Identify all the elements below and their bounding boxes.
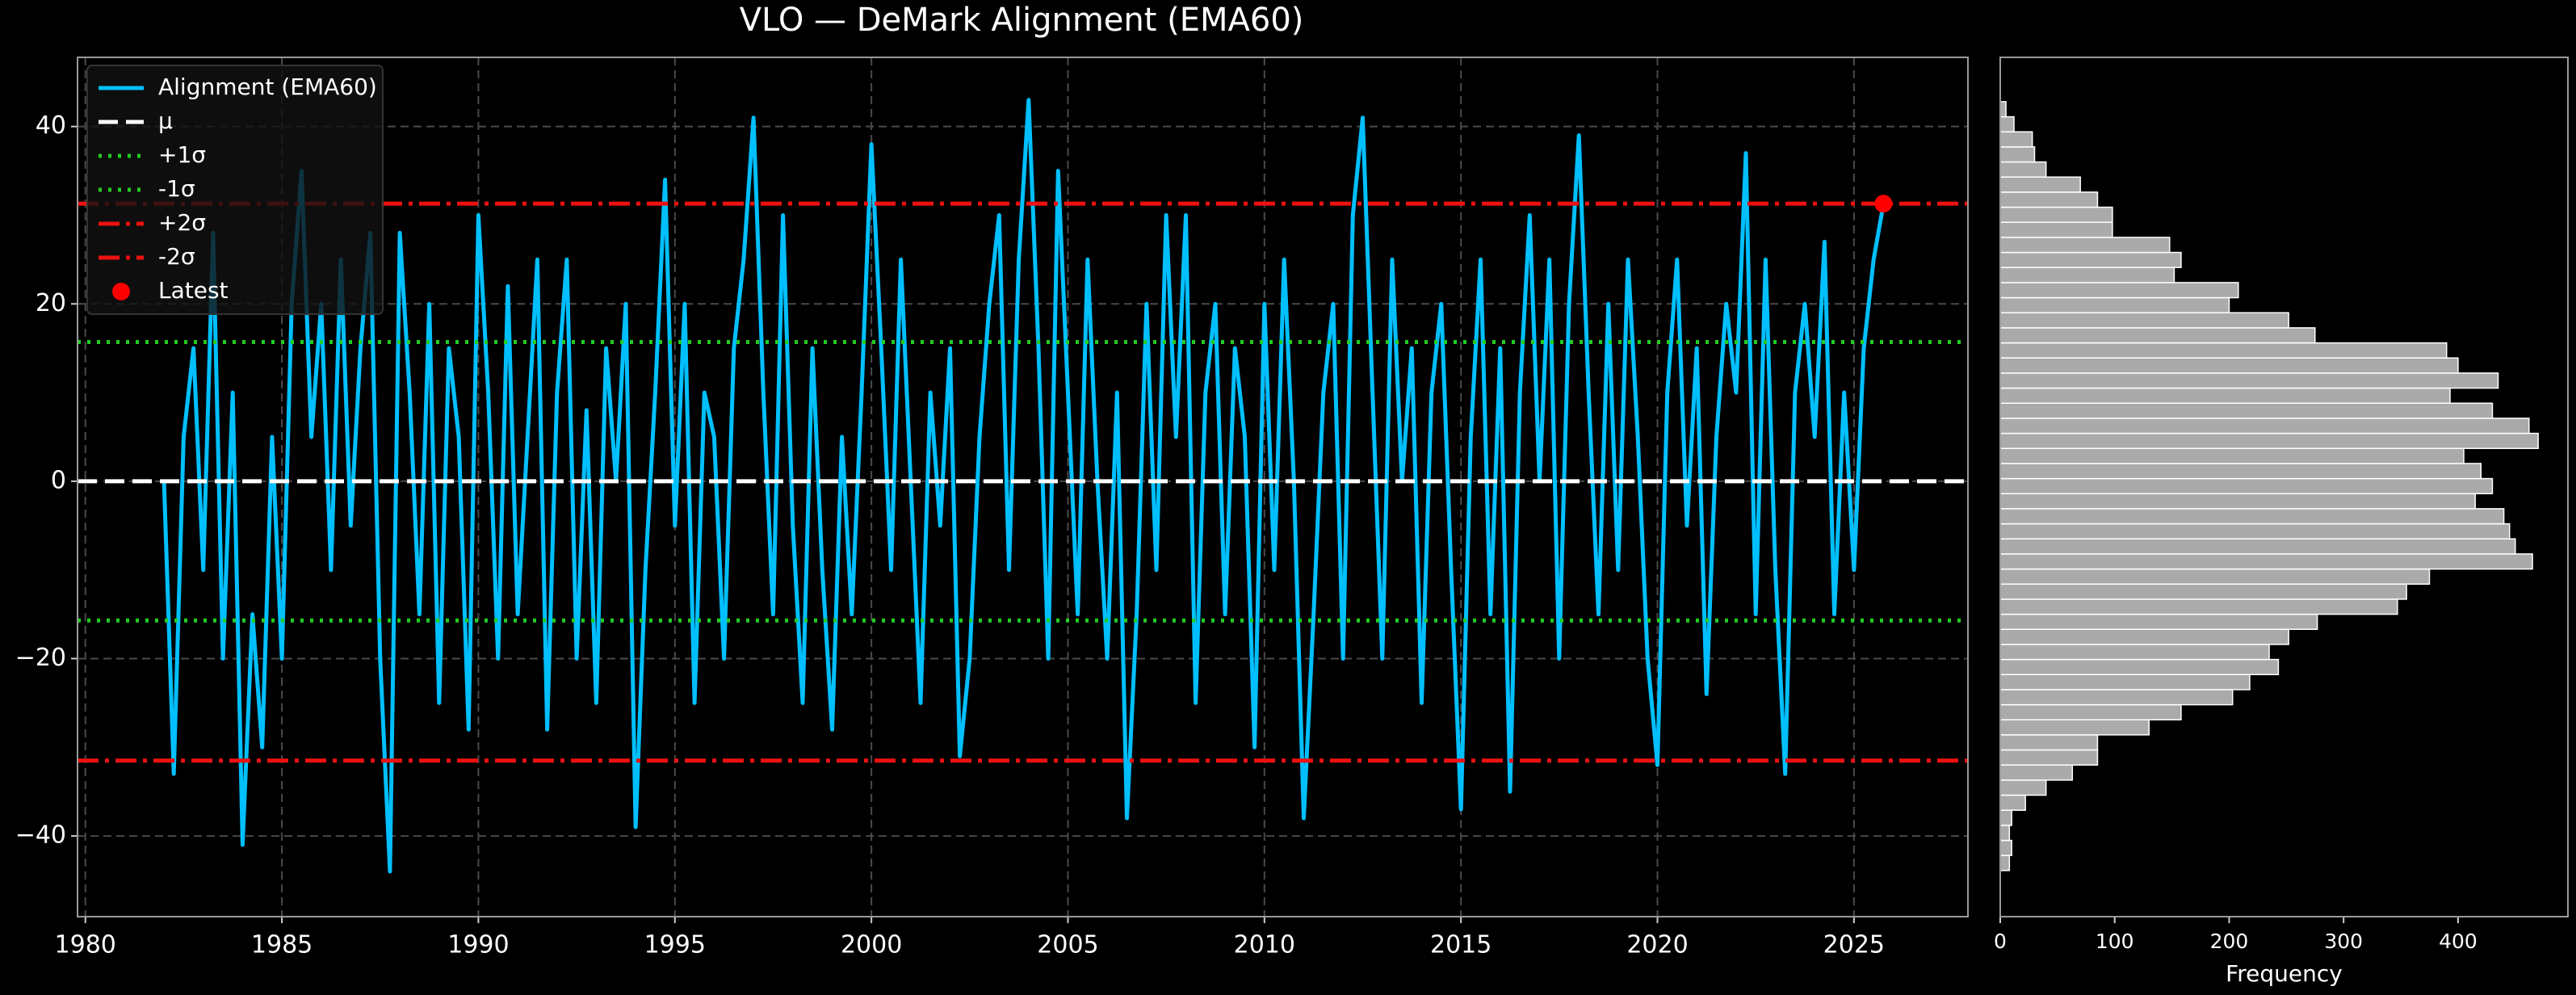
histogram-bar (1999, 191, 2099, 208)
histogram-bar (1999, 689, 2234, 706)
histogram-bar (1999, 628, 2289, 645)
histogram-bar (1999, 115, 2015, 132)
legend-label: Alignment (EMA60) (158, 73, 377, 100)
histogram-bar (1999, 493, 2476, 510)
x-tick-label: 1985 (251, 931, 313, 959)
histogram-bar (1999, 357, 2459, 374)
histogram-bar (1999, 553, 2533, 570)
histogram-bar (1999, 749, 2099, 766)
histogram-bar (1999, 372, 2499, 389)
x-tick-label: 1980 (55, 931, 116, 959)
histogram-bar (1999, 477, 2494, 494)
plot-frame (1999, 57, 2569, 917)
histogram-bar (1999, 342, 2448, 359)
histogram-bar (1999, 779, 2047, 796)
histogram-bar (1999, 658, 2280, 675)
histogram-bar (1999, 794, 2026, 811)
histogram-bar (1999, 206, 2113, 223)
x-tick-label: 1995 (644, 931, 706, 959)
histogram-bar (1999, 237, 2171, 254)
legend-label: +2σ (158, 209, 206, 236)
y-tick-label: 0 (51, 466, 66, 494)
histogram-bar (1999, 508, 2505, 525)
series-line (162, 98, 1886, 874)
histogram-bar (1999, 463, 2482, 480)
x-tick-label: 100 (2096, 930, 2134, 953)
plot-area (78, 98, 1968, 874)
y-tick-label: −20 (15, 644, 66, 672)
histogram-bar (1999, 583, 2407, 600)
histogram-bar (1999, 418, 2530, 435)
histogram-bar (1999, 734, 2099, 751)
histogram-bar (1999, 854, 2011, 871)
x-tick-label: 300 (2324, 930, 2363, 953)
histogram-bar (1999, 176, 2081, 193)
y-tick-label: 20 (36, 289, 66, 317)
x-tick-label: 200 (2210, 930, 2249, 953)
legend-label: Latest (158, 277, 229, 304)
x-axis-label: Frequency (2226, 960, 2343, 987)
histogram-bar (1999, 131, 2033, 148)
histogram-bar (1999, 447, 2465, 464)
histogram-bar (1999, 251, 2182, 268)
x-tick-label: 1990 (447, 931, 509, 959)
histogram-bar (1999, 402, 2494, 419)
plot-frame (77, 57, 1969, 917)
x-tick-label: 0 (1994, 930, 2007, 953)
histogram-bar (1999, 613, 2318, 630)
legend-box (86, 65, 384, 315)
y-tick-label: 40 (36, 111, 66, 140)
histogram-bar (1999, 568, 2431, 585)
histogram-bar (1999, 523, 2511, 539)
x-tick-label: 2025 (1823, 931, 1885, 959)
x-tick-label: 2020 (1626, 931, 1688, 959)
histogram-bar (1999, 809, 2012, 826)
legend-label: +1σ (158, 141, 206, 168)
histogram-bar (1999, 644, 2270, 661)
x-tick-label: 400 (2439, 930, 2477, 953)
histogram-bar (1999, 825, 2011, 842)
histogram-bar (1999, 221, 2113, 238)
histogram-bar (1999, 161, 2047, 178)
histogram-bar (1999, 327, 2316, 344)
histogram-bar (1999, 146, 2036, 163)
y-tick-label: −40 (15, 821, 66, 850)
x-tick-label: 2000 (841, 931, 902, 959)
histogram-bar (1999, 703, 2182, 720)
histogram-bar (1999, 101, 2007, 118)
x-tick-label: 2010 (1234, 931, 1295, 959)
histogram-bar (1999, 719, 2150, 736)
histogram-bar (1999, 296, 2230, 313)
legend-label: -1σ (158, 175, 195, 202)
histogram-bar (1999, 839, 2012, 856)
histogram-bar (1999, 598, 2398, 615)
legend-swatch (112, 283, 130, 300)
histogram-bar (1999, 432, 2539, 449)
x-tick-label: 2005 (1037, 931, 1098, 959)
x-tick-label: 2015 (1430, 931, 1491, 959)
histogram-bar (1999, 764, 2074, 781)
latest-point (1874, 195, 1893, 213)
histogram-bar (1999, 387, 2451, 404)
histogram-bar (1999, 538, 2516, 555)
histogram-bar (1999, 267, 2175, 283)
histogram-bar (1999, 312, 2289, 329)
histogram-bar (1999, 282, 2239, 299)
legend-label: μ (158, 107, 173, 134)
legend-label: -2σ (158, 243, 195, 270)
chart-title: VLO — DeMark Alignment (EMA60) (740, 2, 1304, 39)
histogram-bar (1999, 674, 2251, 691)
